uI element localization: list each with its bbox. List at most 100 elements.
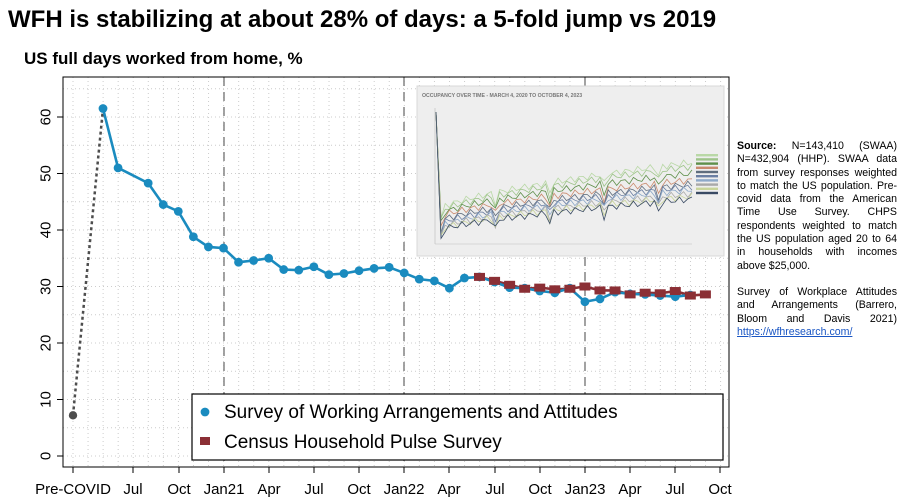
x-tick-label: Oct xyxy=(347,481,371,498)
y-tick-label: 40 xyxy=(38,222,55,239)
swaa-point xyxy=(414,274,424,284)
swaa-point xyxy=(369,264,379,273)
inset-legend-swatch xyxy=(696,175,718,178)
inset-series-line xyxy=(435,111,693,237)
hhp-point xyxy=(549,285,561,294)
legend-swatch-hhp xyxy=(200,437,210,445)
x-tick-label: Oct xyxy=(167,481,191,498)
inset-series-line xyxy=(435,111,693,219)
plot-frame xyxy=(62,76,730,468)
hhp-point xyxy=(474,272,485,281)
chart-legend: Survey of Working Arrangements and Attit… xyxy=(191,393,724,461)
swaa-point xyxy=(264,253,274,263)
hhp-point xyxy=(504,280,516,289)
source-text: N=143,410 (SWAA) N=432,904 (HHP). SWAA d… xyxy=(737,140,897,272)
wfh-research-link[interactable]: https://wfhresearch.com/ xyxy=(737,325,853,338)
x-tick-label: Jul xyxy=(304,481,323,498)
swaa-point xyxy=(384,262,394,272)
swaa-point xyxy=(580,297,590,307)
x-tick-label: Apr xyxy=(437,481,460,498)
inset-background xyxy=(416,85,725,257)
hhp-point xyxy=(654,289,666,298)
inset-legend-swatch xyxy=(696,170,718,174)
hhp-point xyxy=(609,286,621,295)
inset-legend-swatch xyxy=(696,187,718,190)
occupancy-inset-image: OCCUPANCY OVER TIME - MARCH 4, 2020 TO O… xyxy=(416,85,725,257)
source-label: Source: xyxy=(737,140,777,152)
swaa-point xyxy=(444,283,454,293)
x-tick-label: Apr xyxy=(257,481,280,498)
inset-series-line xyxy=(435,111,693,219)
wfh-line-chart: OCCUPANCY OVER TIME - MARCH 4, 2020 TO O… xyxy=(35,76,732,498)
hhp-point xyxy=(669,287,681,296)
inset-legend-swatch xyxy=(696,191,718,195)
hhp-point xyxy=(594,286,606,295)
inset-title: OCCUPANCY OVER TIME - MARCH 4, 2020 TO O… xyxy=(422,93,582,99)
swaa-point xyxy=(234,257,243,267)
chart-subtitle: US full days worked from home, % xyxy=(24,49,303,68)
y-tick-label: 60 xyxy=(38,109,55,126)
y-tick-label: 10 xyxy=(38,391,55,408)
inset-legend-swatch xyxy=(696,158,718,161)
swaa-point xyxy=(98,104,108,113)
swaa-point xyxy=(399,268,409,278)
swaa-point xyxy=(324,270,334,280)
swaa-point xyxy=(279,265,289,274)
inset-legend-swatch xyxy=(696,162,718,165)
hhp-point xyxy=(699,290,711,299)
y-tick-label: 20 xyxy=(38,335,55,352)
chart-axes: 0 10 20 30 40 50 60 Pre-COVID Jul Oct Jan21 Apr Jul O… xyxy=(35,76,732,498)
source-notes: Source: N=143,410 (SWAA) N=432,904 (HHP)… xyxy=(737,140,897,352)
swaa-point xyxy=(219,243,228,253)
legend-swatch-swaa xyxy=(200,407,210,417)
swaa-point xyxy=(113,163,123,173)
precovid-point xyxy=(68,411,78,420)
y-tick-label: 0 xyxy=(38,452,55,460)
inset-legend-swatch xyxy=(696,166,718,169)
inset-series-line xyxy=(435,111,693,240)
source-paragraph: Source: N=143,410 (SWAA) N=432,904 (HHP)… xyxy=(737,140,897,273)
x-tick-label: Jul xyxy=(485,481,504,498)
legend-box xyxy=(191,393,724,461)
hhp-point xyxy=(564,284,576,293)
swaa-point xyxy=(188,232,198,242)
x-tick-label: Jul xyxy=(123,481,142,498)
swaa-point xyxy=(595,294,605,304)
x-tick-label: Jan22 xyxy=(384,481,425,498)
x-tick-label: Jan23 xyxy=(565,481,606,498)
swaa-point xyxy=(339,269,349,278)
y-tick-label: 50 xyxy=(38,165,55,182)
swaa-point xyxy=(173,206,183,216)
chart-title: WFH is stabilizing at about 28% of days:… xyxy=(8,6,717,33)
hhp-point xyxy=(489,276,501,285)
swaa-point xyxy=(429,276,439,286)
swaa-point xyxy=(309,262,319,272)
inset-legend-swatch xyxy=(696,179,718,182)
hhp-point xyxy=(684,291,696,300)
swaa-point xyxy=(354,266,364,276)
inset-series-line xyxy=(435,111,693,236)
swaa-point xyxy=(460,273,469,283)
y-tick-label: 30 xyxy=(38,278,55,295)
inset-series-line xyxy=(435,111,693,228)
x-tick-label: Jul xyxy=(665,481,684,498)
hhp-point xyxy=(579,282,591,291)
swaa-point xyxy=(158,200,168,209)
x-tick-label: Pre-COVID xyxy=(35,481,111,498)
inset-legend-swatch xyxy=(696,183,718,186)
swaa-point xyxy=(249,256,258,265)
x-tick-label: Apr xyxy=(618,481,641,498)
legend-label-swaa: Survey of Working Arrangements and Attit… xyxy=(224,402,618,423)
x-tick-label: Jan21 xyxy=(204,481,245,498)
swaa-point xyxy=(294,265,304,275)
hhp-point xyxy=(519,284,531,293)
hhp-point xyxy=(639,288,651,297)
citation-text: Survey of Workplace Attitudes and Arrang… xyxy=(737,285,897,325)
swaa-point xyxy=(204,242,213,252)
hhp-point xyxy=(534,283,546,292)
hhp-point xyxy=(624,290,636,299)
x-tick-label: Oct xyxy=(708,481,732,498)
citation-paragraph: Survey of Workplace Attitudes and Arrang… xyxy=(737,286,897,339)
inset-series-line xyxy=(435,111,693,237)
inset-legend-swatch xyxy=(696,154,718,157)
